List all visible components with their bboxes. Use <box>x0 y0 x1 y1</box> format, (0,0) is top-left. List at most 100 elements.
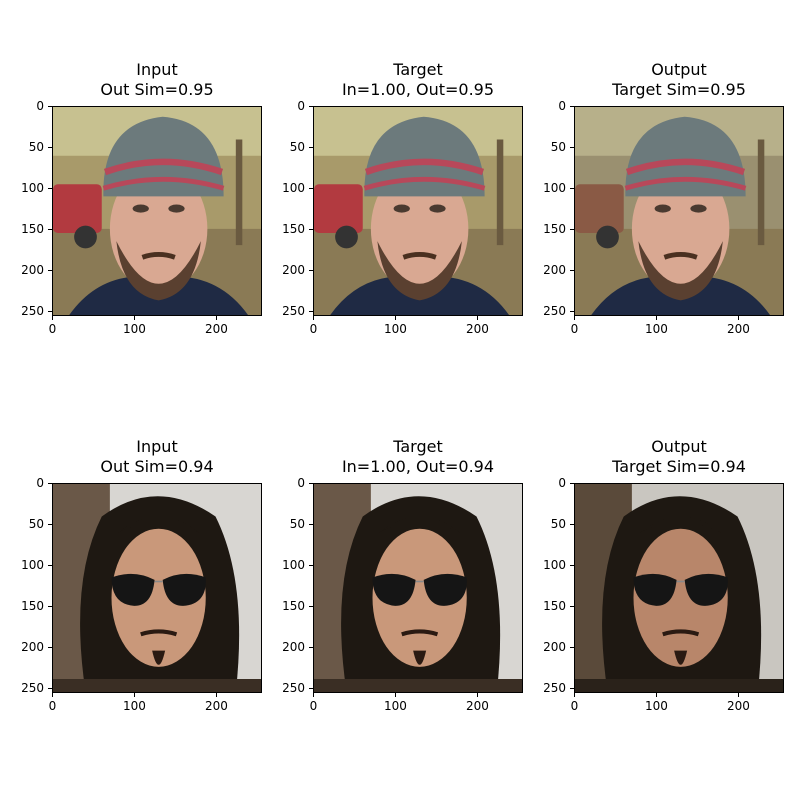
x-tick-mark <box>574 316 576 320</box>
y-tick-label: 250 <box>543 681 566 696</box>
y-tick-mark <box>570 524 574 526</box>
y-tick-mark <box>570 147 574 149</box>
y-tick-label: 150 <box>282 222 305 237</box>
y-tick-label: 50 <box>550 517 566 532</box>
y-tick-mark <box>309 147 313 149</box>
y-tick-mark <box>309 311 313 313</box>
x-tick-label: 200 <box>205 322 228 336</box>
x-tick-mark <box>216 316 218 320</box>
y-tick-mark <box>309 483 313 485</box>
y-tick-mark <box>570 106 574 108</box>
x-tick-mark <box>477 693 479 697</box>
y-tick-label: 200 <box>282 263 305 278</box>
panel-title: Target In=1.00, Out=0.95 <box>341 60 495 99</box>
y-tick-label: 100 <box>282 181 305 196</box>
y-tick-label: 150 <box>543 599 566 614</box>
y-tick-mark <box>570 688 574 690</box>
x-tick-mark <box>52 316 54 320</box>
face-image <box>574 106 784 316</box>
y-tick-mark <box>309 524 313 526</box>
y-tick-label: 0 <box>297 476 305 491</box>
y-tick-mark <box>48 270 52 272</box>
y-tick-label: 100 <box>543 181 566 196</box>
panel-title: Target In=1.00, Out=0.94 <box>341 437 495 476</box>
y-tick-label: 100 <box>21 558 44 573</box>
y-tick-mark <box>309 229 313 231</box>
y-tick-label: 50 <box>289 517 305 532</box>
x-tick-mark <box>656 693 658 697</box>
x-tick-label: 0 <box>48 699 57 713</box>
y-tick-label: 50 <box>28 140 44 155</box>
y-tick-label: 250 <box>21 304 44 319</box>
y-tick-label: 0 <box>36 99 44 114</box>
y-tick-mark <box>48 106 52 108</box>
y-tick-label: 200 <box>543 640 566 655</box>
y-tick-mark <box>570 311 574 313</box>
y-tick-mark <box>48 229 52 231</box>
y-tick-mark <box>48 606 52 608</box>
x-tick-mark <box>52 693 54 697</box>
x-tick-label: 100 <box>644 322 668 336</box>
y-tick-label: 250 <box>543 304 566 319</box>
y-tick-label: 150 <box>543 222 566 237</box>
y-tick-mark <box>570 483 574 485</box>
y-tick-mark <box>570 229 574 231</box>
y-tick-label: 250 <box>21 681 44 696</box>
panel-title: Output Target Sim=0.94 <box>612 437 746 476</box>
y-tick-label: 200 <box>21 640 44 655</box>
face-image <box>313 106 523 316</box>
y-tick-label: 200 <box>543 263 566 278</box>
x-tick-mark <box>574 693 576 697</box>
y-tick-label: 50 <box>289 140 305 155</box>
x-tick-label: 0 <box>570 322 579 336</box>
y-tick-label: 50 <box>28 517 44 532</box>
x-tick-mark <box>395 316 397 320</box>
y-tick-mark <box>48 188 52 190</box>
y-tick-mark <box>570 647 574 649</box>
x-tick-label: 100 <box>122 322 146 336</box>
y-tick-mark <box>48 147 52 149</box>
y-tick-mark <box>48 565 52 567</box>
face-image <box>52 483 262 693</box>
y-tick-label: 0 <box>558 99 566 114</box>
y-tick-mark <box>48 311 52 313</box>
y-tick-label: 100 <box>282 558 305 573</box>
x-tick-label: 100 <box>644 699 668 713</box>
x-tick-mark <box>313 693 315 697</box>
x-tick-mark <box>738 316 740 320</box>
y-tick-label: 0 <box>36 476 44 491</box>
y-tick-mark <box>309 270 313 272</box>
y-tick-mark <box>309 688 313 690</box>
y-tick-label: 250 <box>282 304 305 319</box>
face-image <box>313 483 523 693</box>
x-tick-label: 200 <box>205 699 228 713</box>
x-tick-label: 200 <box>466 322 489 336</box>
y-tick-mark <box>48 688 52 690</box>
y-tick-mark <box>570 565 574 567</box>
x-tick-mark <box>216 693 218 697</box>
y-tick-mark <box>570 270 574 272</box>
y-tick-mark <box>309 606 313 608</box>
x-tick-mark <box>656 316 658 320</box>
y-tick-label: 200 <box>21 263 44 278</box>
y-tick-label: 0 <box>297 99 305 114</box>
y-tick-label: 150 <box>21 599 44 614</box>
face-image <box>52 106 262 316</box>
y-tick-label: 100 <box>21 181 44 196</box>
x-tick-label: 100 <box>122 699 146 713</box>
y-tick-label: 0 <box>558 476 566 491</box>
x-tick-label: 0 <box>309 699 318 713</box>
y-tick-label: 200 <box>282 640 305 655</box>
y-tick-label: 100 <box>543 558 566 573</box>
y-tick-mark <box>570 606 574 608</box>
panel-title: Input Out Sim=0.94 <box>100 437 214 476</box>
x-tick-label: 200 <box>466 699 489 713</box>
x-tick-label: 0 <box>48 322 57 336</box>
x-tick-mark <box>738 693 740 697</box>
y-tick-mark <box>309 106 313 108</box>
panel-title: Output Target Sim=0.95 <box>612 60 746 99</box>
x-tick-label: 0 <box>570 699 579 713</box>
x-tick-label: 200 <box>727 699 750 713</box>
y-tick-mark <box>48 483 52 485</box>
y-tick-mark <box>309 565 313 567</box>
